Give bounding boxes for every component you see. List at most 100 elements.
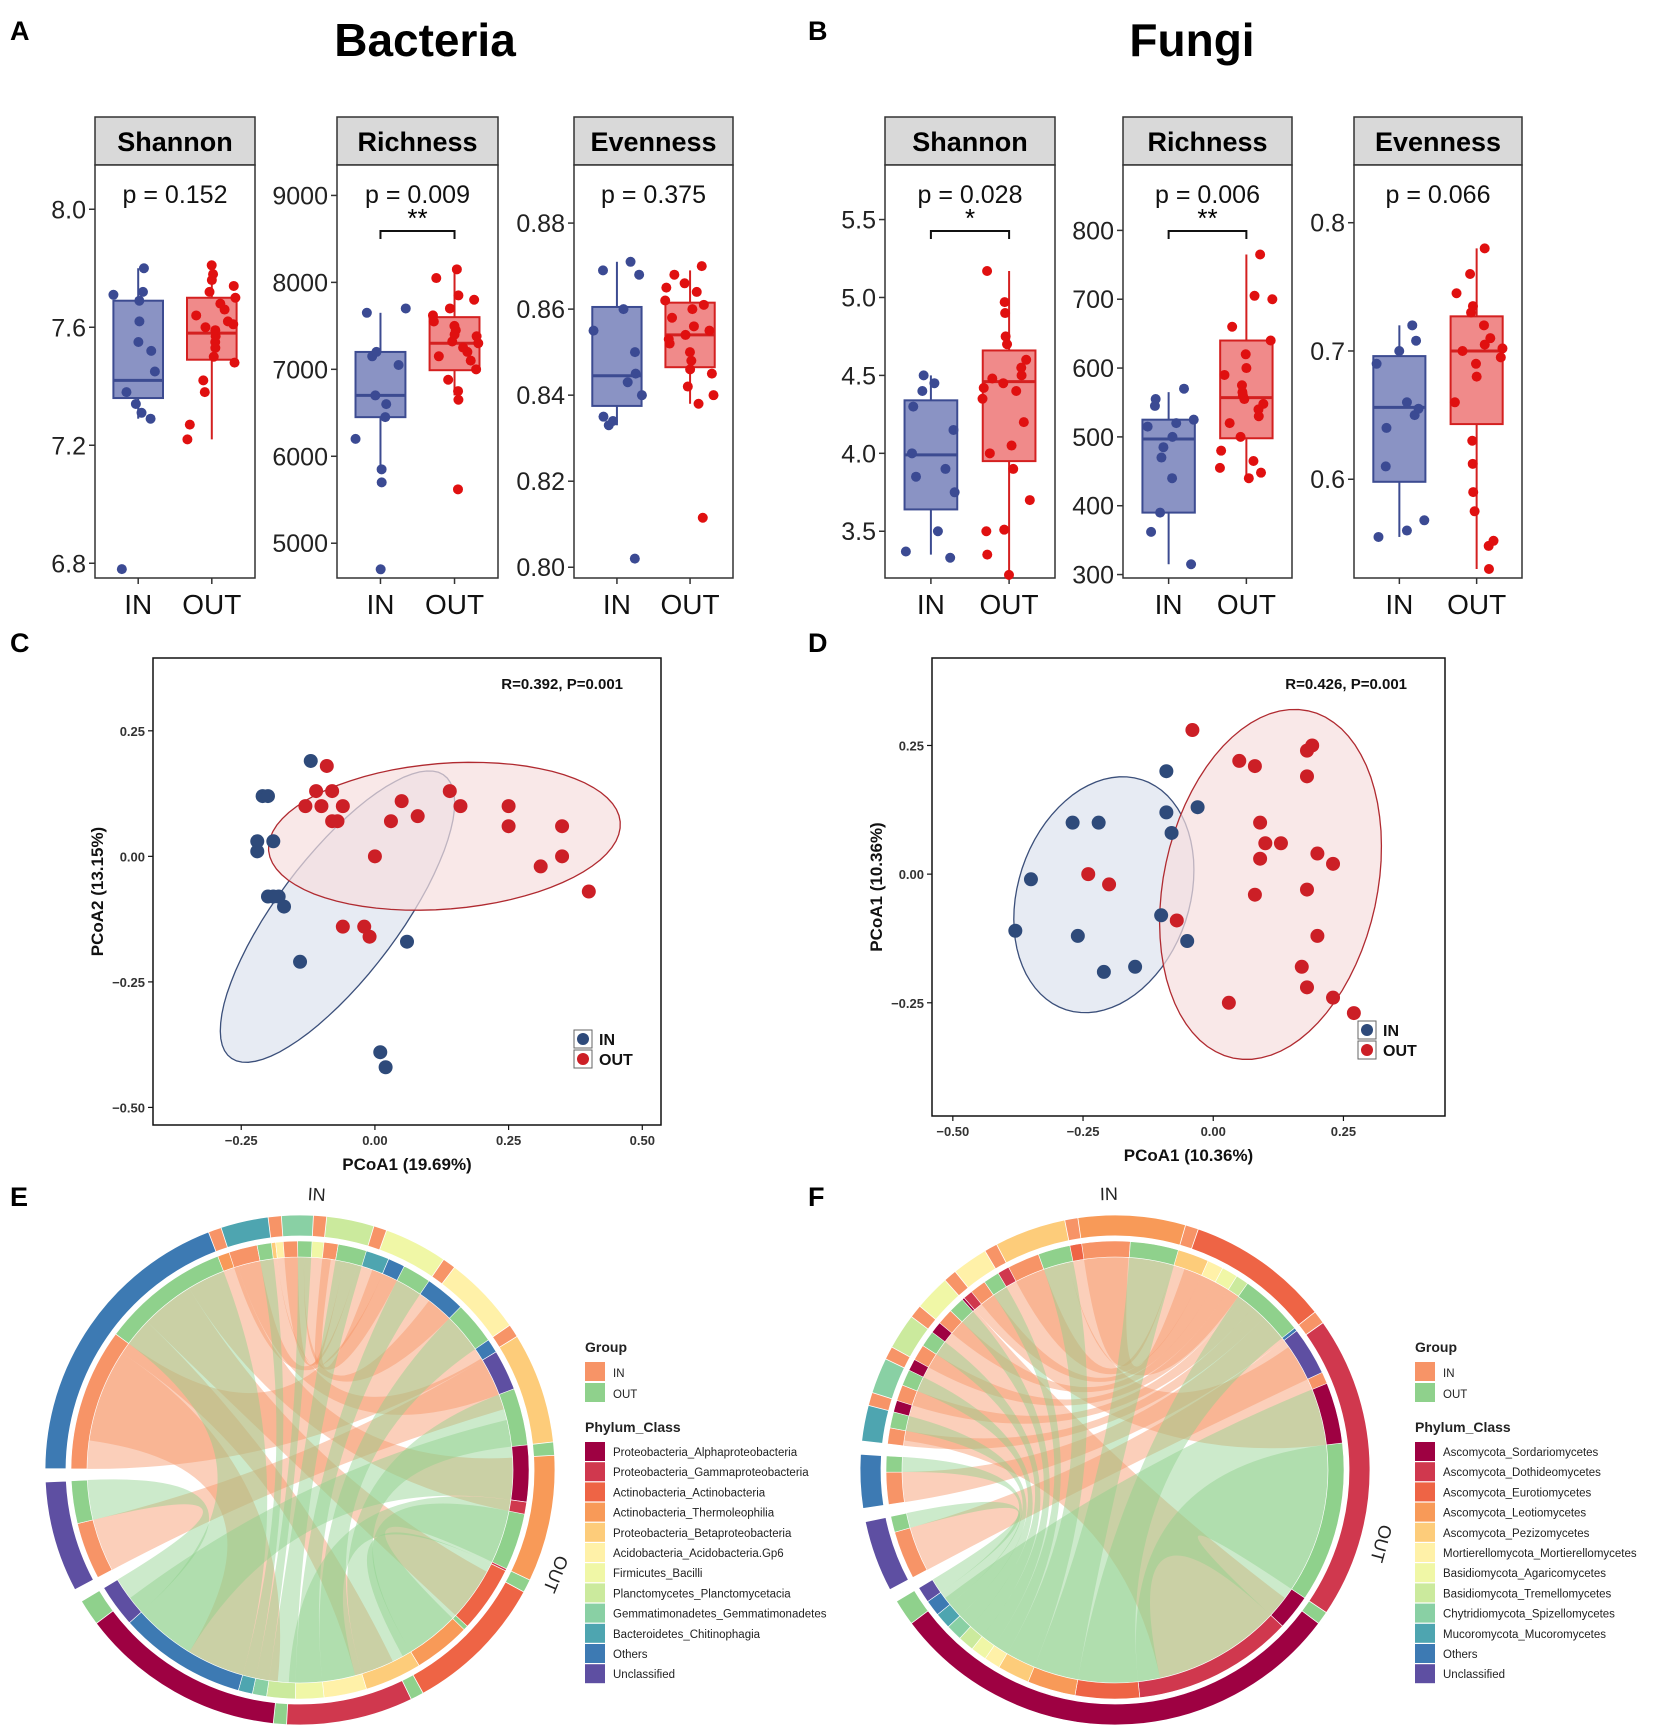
- point-out: [982, 265, 993, 276]
- x-category-label: OUT: [1217, 589, 1276, 620]
- taxon-track-segment: [1291, 1442, 1345, 1599]
- y-tick-label: 0.80: [516, 554, 565, 582]
- legend-label: Ascomycota_Leotiomycetes: [1443, 1508, 1586, 1520]
- significance-bracket: [379, 230, 456, 239]
- point-in: [1070, 928, 1085, 943]
- legend-point: [577, 1033, 589, 1045]
- y-tick-label: 800: [1072, 217, 1114, 245]
- point-out: [679, 278, 690, 289]
- taxon-sector: [864, 1516, 909, 1591]
- point-out: [533, 859, 548, 874]
- point-out: [1253, 851, 1268, 866]
- point-out: [684, 347, 695, 358]
- legend-point: [1361, 1024, 1373, 1036]
- point-in: [1381, 422, 1392, 433]
- point-out: [410, 809, 425, 824]
- x-tick-label: 0.50: [630, 1133, 655, 1148]
- link-out: [268, 1260, 362, 1683]
- point-in: [260, 889, 275, 904]
- y-tick-label: 3.5: [841, 518, 876, 546]
- point-out: [298, 799, 313, 814]
- point-in: [293, 954, 308, 969]
- legend-label: Planctomycetes_Planctomycetacia: [613, 1588, 791, 1600]
- point-in: [598, 411, 609, 422]
- point-in: [629, 347, 640, 358]
- facet-title: Richness: [357, 127, 477, 157]
- taxon-sector: [286, 1679, 412, 1725]
- legend-label: Ascomycota_Eurotiomycetes: [1443, 1487, 1592, 1499]
- taxon-track-segment: [282, 1240, 299, 1258]
- facet-strip: [1122, 116, 1293, 166]
- point-out: [1081, 867, 1096, 882]
- point-out: [698, 299, 709, 310]
- taxon-sector: [954, 1250, 997, 1289]
- taxon-track-segment: [1038, 1245, 1074, 1270]
- point-in: [370, 390, 381, 401]
- point-out: [394, 794, 409, 809]
- y-tick-label: 0.00: [120, 849, 145, 864]
- y-axis-title: PCoA1 (10.36%): [867, 822, 886, 951]
- point-in: [906, 448, 917, 459]
- y-tick-label: 7.6: [51, 314, 86, 342]
- taxon-track-segment: [491, 1510, 526, 1570]
- box-fungi-shannon: Shannon 3.5 4.0 4.5 5.0 5.5 IN OUT p = 0.028*: [841, 116, 1056, 620]
- point-out: [383, 814, 398, 829]
- point-out: [1449, 397, 1460, 408]
- point-out: [1305, 738, 1320, 753]
- x-tick-label: −0.50: [936, 1124, 969, 1139]
- point-out: [427, 310, 438, 321]
- point-out: [1243, 473, 1254, 484]
- point-out: [1003, 569, 1014, 580]
- y-tick-label: 0.7: [1310, 338, 1345, 366]
- point-in: [1411, 335, 1422, 346]
- panel-label-f: F: [808, 1182, 825, 1212]
- point-out: [206, 260, 217, 271]
- x-axis-title: PCoA1 (10.36%): [1124, 1146, 1253, 1165]
- facet-strip: [94, 116, 256, 166]
- group-track-segment: [1074, 1679, 1141, 1700]
- point-out: [998, 378, 1009, 389]
- legend-group-title: Group: [1415, 1339, 1457, 1355]
- point-out: [471, 331, 482, 342]
- point-out: [999, 297, 1010, 308]
- box-fungi-richness: Richness 300 400 500 600 700 800 IN OUT p = 0.006…: [1072, 116, 1293, 620]
- taxon-track-segment: [256, 1242, 274, 1262]
- box-in: [1141, 418, 1196, 514]
- p-value: p = 0.066: [1386, 181, 1491, 209]
- taxon-sector: [441, 1266, 511, 1338]
- x-tick-label: −0.25: [1067, 1124, 1100, 1139]
- x-tick-label: −0.25: [225, 1133, 258, 1148]
- legend-label: Proteobacteria_Betaproteobacteria: [613, 1528, 792, 1540]
- group-track-segment: [266, 1680, 296, 1700]
- point-in: [911, 471, 922, 482]
- point-out: [452, 484, 463, 495]
- x-axis-title: PCoA1 (19.69%): [342, 1155, 471, 1174]
- anosim-stat: R=0.426, P=0.001: [1285, 676, 1407, 693]
- taxon-track-segment: [115, 1255, 224, 1344]
- point-out: [977, 393, 988, 404]
- point-in: [136, 407, 147, 418]
- legend-swatch: [585, 1502, 605, 1522]
- taxon-track-segment: [889, 1411, 910, 1432]
- box-bacteria-richness: Richness 5000 6000 7000 8000 9000 IN OUT p = 0.0…: [272, 116, 499, 620]
- link-out: [242, 1258, 284, 1679]
- p-value: p = 0.009: [365, 181, 470, 209]
- point-in: [932, 526, 943, 537]
- pcoa-bacteria: −0.25 0.00 0.25 0.50 −0.50 −0.25 0.00 0.25 PCoA1…: [88, 657, 662, 1174]
- link-in: [951, 1282, 1229, 1393]
- point-out: [999, 524, 1010, 535]
- point-out: [230, 292, 241, 303]
- point-out: [1232, 753, 1247, 768]
- point-in: [376, 477, 387, 488]
- legend-label: Unclassified: [613, 1669, 675, 1681]
- significance-stars: **: [1197, 203, 1217, 233]
- chord-bacteria: INOUTGroupINOUTPhylum_ClassProteobacteri…: [44, 1184, 827, 1725]
- point-out: [704, 325, 715, 336]
- point-out: [1451, 288, 1462, 299]
- taxon-track-segment: [885, 1455, 903, 1473]
- legend-label: Bacteroidetes_Chitinophagia: [613, 1629, 761, 1641]
- legend-key: [1357, 1020, 1377, 1040]
- significance-stars: *: [965, 203, 975, 233]
- x-category-label: OUT: [182, 589, 241, 620]
- pcoa-fungi: −0.50 −0.25 0.00 0.25 −0.25 0.00 0.25 PCoA1 (10…: [867, 657, 1446, 1165]
